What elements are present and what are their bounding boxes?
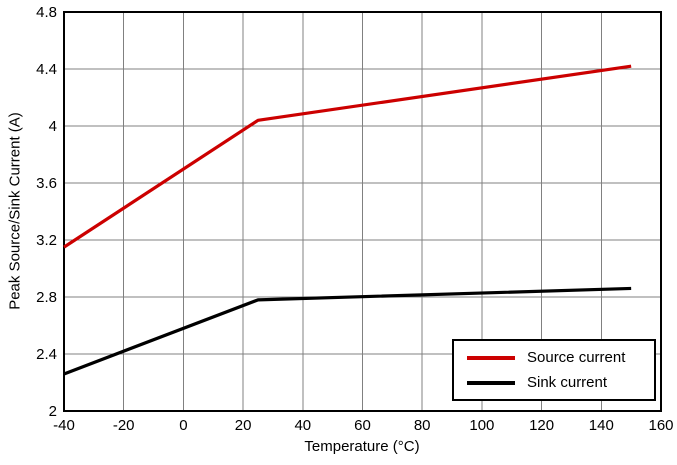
svg-text:80: 80	[414, 417, 431, 434]
svg-text:-20: -20	[113, 417, 135, 434]
legend-item-source-current: Source current	[467, 349, 641, 366]
svg-text:0: 0	[179, 417, 187, 434]
sink-current-line-swatch	[467, 380, 515, 385]
svg-text:100: 100	[469, 417, 494, 434]
svg-text:2.4: 2.4	[36, 346, 57, 363]
svg-text:140: 140	[589, 417, 614, 434]
svg-text:4.8: 4.8	[36, 4, 57, 21]
y-axis-title: Peak Source/Sink Current (A)	[6, 112, 24, 310]
x-axis-title: Temperature (°C)	[304, 438, 420, 455]
svg-text:2.8: 2.8	[36, 289, 57, 306]
legend-item-sink-current: Sink current	[467, 374, 641, 391]
svg-text:60: 60	[354, 417, 371, 434]
legend-label-source-current: Source current	[527, 349, 626, 366]
svg-text:160: 160	[648, 417, 673, 434]
svg-text:20: 20	[235, 417, 252, 434]
legend-label-sink-current: Sink current	[527, 374, 608, 391]
svg-text:2: 2	[49, 403, 57, 420]
svg-text:4.4: 4.4	[36, 61, 57, 78]
svg-text:4: 4	[49, 118, 57, 135]
svg-text:3.2: 3.2	[36, 232, 57, 249]
source-current-line-swatch	[467, 355, 515, 360]
svg-text:3.6: 3.6	[36, 175, 57, 192]
svg-text:120: 120	[529, 417, 554, 434]
svg-text:-40: -40	[53, 417, 75, 434]
legend: Source current Sink current	[452, 339, 656, 401]
svg-text:40: 40	[294, 417, 311, 434]
